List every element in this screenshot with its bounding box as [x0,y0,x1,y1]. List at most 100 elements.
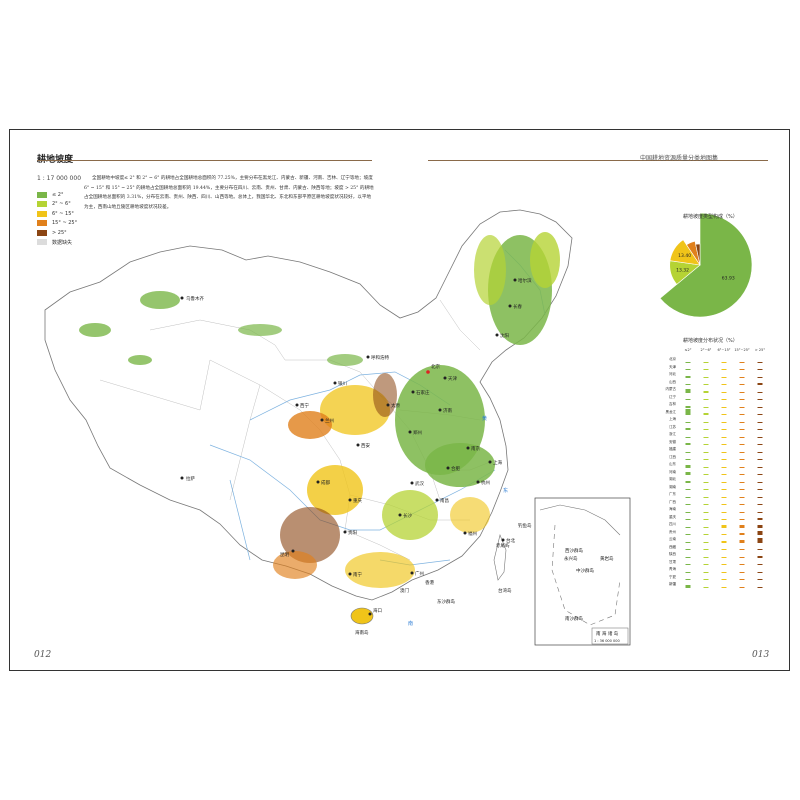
province-name: 甘肃 [669,559,676,564]
distribution-row: 贵州 [660,529,769,537]
distribution-bar [739,571,745,573]
zone-loess-plateau [320,385,390,435]
pie-slice [686,240,701,266]
province-name: 黑龙江 [665,409,677,414]
distribution-bar [703,489,709,490]
distribution-cell [733,401,751,409]
city-label: 呼和浩特 [371,354,389,361]
distribution-bar [739,533,745,535]
distribution-cell [733,506,751,514]
distribution-bar [703,399,709,400]
distribution-cell [697,386,715,394]
distribution-bar [685,384,691,385]
city-marker [501,538,505,542]
column-header: ≤2° [684,348,692,352]
distribution-cell [715,551,733,559]
zone-hexi [238,324,282,336]
distribution-cell [679,416,697,424]
distribution-cell [751,386,769,394]
province-name: 云南 [669,537,676,541]
city-marker [463,531,467,535]
island-label: 钓鱼岛 [518,522,532,529]
slope-pie-chart: 63.93 13.32 13.40 [659,212,753,318]
province-name: 陕西 [669,552,676,556]
distribution-cell [679,581,697,589]
province-name: 河南 [669,469,676,474]
distribution-cell [697,529,715,537]
distribution-cell [679,454,697,462]
city-marker [508,304,512,308]
city-marker [476,480,480,484]
city-marker [316,480,320,484]
distribution-cell [715,574,733,582]
distribution-cell [697,514,715,522]
distribution-bar [703,579,709,580]
distribution-bar [721,444,727,445]
zone-nm-east [474,235,506,305]
distribution-row: 山西 [660,379,769,387]
distribution-bar [739,564,745,565]
distribution-bar [739,414,745,415]
distribution-cell [715,566,733,574]
inset-label: 南沙群岛 [565,615,583,622]
distribution-bar [721,524,727,528]
province-name: 上海 [669,417,676,421]
distribution-table: ≤2° 2°~6° 6°~15° 15°~25° > 25° 北京 天津 河北 山西内… [660,348,769,589]
distribution-cell [751,394,769,402]
distribution-bar [685,519,691,520]
inset-caption: 南 海 诸 岛 [596,630,619,637]
map-legend: ≤ 2° 2° ~ 6° 6° ~ 15° 15° ~ 25° > 25° 数据… [37,190,77,247]
distribution-bar [721,579,727,580]
pie-title: 耕地坡度类型构成（%） [683,214,738,220]
distribution-bar [685,361,691,363]
distribution-bar [757,459,763,460]
distribution-cell [697,394,715,402]
province-name: 安徽 [669,439,676,444]
distribution-row: 黑龙江 [660,409,769,417]
city-label: 乌鲁木齐 [186,295,204,302]
city-marker [295,403,299,407]
distribution-cell [697,409,715,417]
distribution-bar [721,489,727,490]
distribution-cell [751,476,769,484]
distribution-cell [733,551,751,559]
province-name: 新疆 [669,582,676,586]
distribution-bar [685,564,691,565]
province-name: 北京 [669,357,676,361]
distribution-bar [757,451,763,453]
distribution-bar [757,361,763,363]
legend-label: 2° ~ 6° [52,201,71,208]
distribution-cell [679,469,697,477]
distribution-cell [751,551,769,559]
distribution-bar [685,436,691,438]
zone-sichuan-basin [307,465,363,515]
city-label: 西安 [361,442,370,449]
distribution-bar [685,421,691,423]
city-markers [180,278,517,616]
province-name: 浙江 [669,432,676,436]
distribution-cell [715,499,733,507]
distribution-cell [733,364,751,372]
city-label: 上海 [493,459,502,466]
zone-xinjiang-north [140,291,180,309]
distribution-bar [739,406,745,408]
distribution-bar [685,451,691,453]
city-label: 拉萨 [186,475,195,482]
distribution-bar [721,399,727,400]
province-name: 江苏 [669,424,676,429]
distribution-cell [715,484,733,492]
distribution-cell [679,559,697,567]
distribution-cell [751,461,769,469]
distribution-bar [685,375,691,378]
distribution-bar [685,534,691,535]
pie-slice [659,212,753,318]
province-name: 山东 [669,462,676,466]
legend-swatch [37,229,47,236]
distribution-bar [757,376,763,378]
distribution-cell [679,371,697,379]
distribution-bar [703,534,709,535]
distribution-cell [697,424,715,432]
city-marker [446,466,450,470]
distribution-bar [757,555,763,558]
distribution-bar [721,519,727,520]
